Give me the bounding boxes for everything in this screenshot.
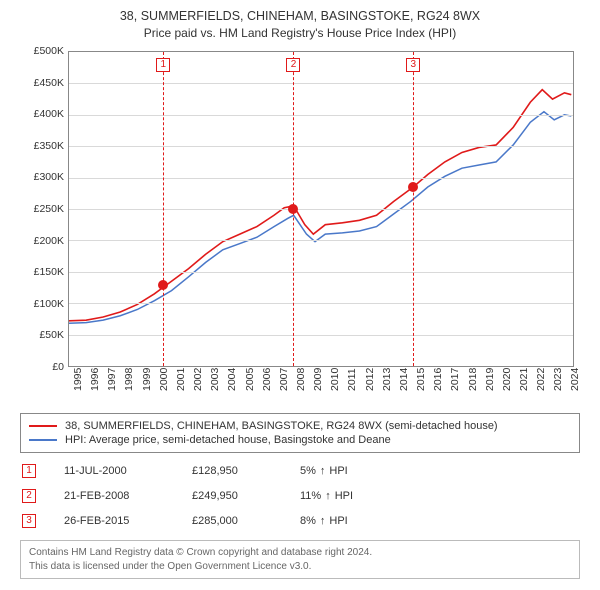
x-axis-label: 2020 (501, 368, 513, 391)
y-axis-label: £100K (20, 298, 64, 310)
x-axis-label: 2023 (552, 368, 564, 391)
event-vline (163, 52, 164, 366)
x-axis-label: 1997 (106, 368, 118, 391)
chart-title-sub: Price paid vs. HM Land Registry's House … (10, 25, 590, 41)
gridline (69, 272, 573, 273)
legend: 38, SUMMERFIELDS, CHINEHAM, BASINGSTOKE,… (20, 413, 580, 453)
x-axis-label: 2022 (535, 368, 547, 391)
y-axis-label: £200K (20, 235, 64, 247)
gridline (69, 335, 573, 336)
x-axis-label: 2001 (175, 368, 187, 391)
event-row: 1 11-JUL-2000 £128,950 5% ↑ HPI (20, 461, 580, 486)
gridline (69, 209, 573, 210)
x-axis-label: 2015 (415, 368, 427, 391)
gridline (69, 303, 573, 304)
x-axis-label: 2018 (467, 368, 479, 391)
event-dot (288, 204, 298, 214)
x-axis-label: 1998 (123, 368, 135, 391)
x-axis-label: 1999 (141, 368, 153, 391)
footnote: Contains HM Land Registry data © Crown c… (20, 540, 580, 579)
event-dot (408, 182, 418, 192)
arrow-up-icon: ↑ (320, 515, 326, 527)
event-marker-box: 3 (406, 58, 420, 72)
legend-swatch (29, 439, 57, 441)
event-date: 26-FEB-2015 (64, 515, 164, 527)
x-axis-label: 2005 (244, 368, 256, 391)
series-line-price_paid (69, 90, 571, 321)
legend-label: 38, SUMMERFIELDS, CHINEHAM, BASINGSTOKE,… (65, 420, 498, 432)
event-marker-box: 1 (156, 58, 170, 72)
x-axis-label: 2003 (209, 368, 221, 391)
x-axis-label: 2008 (295, 368, 307, 391)
x-axis-label: 2016 (432, 368, 444, 391)
x-axis-label: 2002 (192, 368, 204, 391)
footnote-line: This data is licensed under the Open Gov… (29, 560, 571, 574)
event-delta: 11% ↑ HPI (300, 490, 353, 502)
event-marker-box: 2 (286, 58, 300, 72)
event-date: 21-FEB-2008 (64, 490, 164, 502)
chart: 1 2 3 £0 £50K £100K £150K £200K £250K £300K £350K… (20, 47, 580, 407)
y-axis-label: £150K (20, 266, 64, 278)
y-axis-label: £350K (20, 140, 64, 152)
series-line-hpi (69, 112, 571, 324)
y-axis-label: £0 (20, 361, 64, 373)
footnote-line: Contains HM Land Registry data © Crown c… (29, 546, 571, 560)
event-dot (158, 280, 168, 290)
arrow-up-icon: ↑ (320, 465, 326, 477)
event-date: 11-JUL-2000 (64, 465, 164, 477)
event-price: £128,950 (192, 465, 272, 477)
x-axis-label: 2009 (312, 368, 324, 391)
y-axis-label: £300K (20, 171, 64, 183)
gridline (69, 178, 573, 179)
x-axis-label: 2014 (398, 368, 410, 391)
arrow-up-icon: ↑ (325, 490, 331, 502)
event-marker: 3 (22, 514, 36, 528)
y-axis-label: £450K (20, 77, 64, 89)
gridline (69, 240, 573, 241)
event-price: £285,000 (192, 515, 272, 527)
plot-area: 1 2 3 (68, 51, 574, 367)
x-axis-label: 2006 (261, 368, 273, 391)
event-row: 2 21-FEB-2008 £249,950 11% ↑ HPI (20, 486, 580, 511)
x-axis-label: 2011 (346, 368, 358, 391)
events-table: 1 11-JUL-2000 £128,950 5% ↑ HPI 2 21-FEB… (20, 461, 580, 536)
x-axis-label: 2010 (329, 368, 341, 391)
x-axis-label: 2004 (226, 368, 238, 391)
y-axis-label: £500K (20, 45, 64, 57)
event-row: 3 26-FEB-2015 £285,000 8% ↑ HPI (20, 511, 580, 536)
y-axis-label: £50K (20, 329, 64, 341)
x-axis-label: 2013 (381, 368, 393, 391)
y-axis-label: £250K (20, 203, 64, 215)
event-price: £249,950 (192, 490, 272, 502)
y-axis-label: £400K (20, 108, 64, 120)
x-axis-label: 1995 (72, 368, 84, 391)
legend-item: HPI: Average price, semi-detached house,… (29, 433, 571, 447)
x-axis-label: 2017 (449, 368, 461, 391)
x-axis-label: 2000 (158, 368, 170, 391)
x-axis-label: 2019 (484, 368, 496, 391)
event-vline (413, 52, 414, 366)
x-axis-label: 2024 (569, 368, 581, 391)
legend-item: 38, SUMMERFIELDS, CHINEHAM, BASINGSTOKE,… (29, 419, 571, 433)
event-marker: 2 (22, 489, 36, 503)
event-delta: 8% ↑ HPI (300, 515, 348, 527)
x-axis-label: 1996 (89, 368, 101, 391)
x-axis-label: 2007 (278, 368, 290, 391)
event-marker: 1 (22, 464, 36, 478)
x-axis-label: 2021 (518, 368, 530, 391)
event-delta: 5% ↑ HPI (300, 465, 348, 477)
gridline (69, 83, 573, 84)
gridline (69, 146, 573, 147)
x-axis-label: 2012 (364, 368, 376, 391)
chart-title-main: 38, SUMMERFIELDS, CHINEHAM, BASINGSTOKE,… (10, 8, 590, 25)
legend-label: HPI: Average price, semi-detached house,… (65, 434, 391, 446)
gridline (69, 115, 573, 116)
legend-swatch (29, 425, 57, 427)
